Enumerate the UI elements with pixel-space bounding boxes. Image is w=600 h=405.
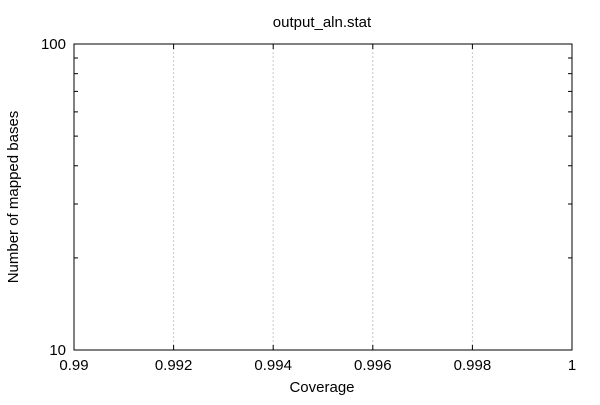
x-tick-label: 0.992 bbox=[155, 357, 193, 374]
chart-title: output_aln.stat bbox=[273, 14, 372, 31]
y-axis-label: Number of mapped bases bbox=[5, 111, 22, 284]
x-tick-label: 0.994 bbox=[254, 357, 292, 374]
grid-layer bbox=[173, 44, 473, 350]
tick-layer: 0.99 0.992 0.994 0.996 0.998 1 10 100 bbox=[41, 36, 576, 374]
y-tick-label: 10 bbox=[49, 342, 66, 359]
x-tick-label: 0.996 bbox=[354, 357, 392, 374]
y-tick-label: 100 bbox=[41, 36, 66, 53]
x-tick-label: 1 bbox=[568, 357, 576, 374]
x-tick-label: 0.99 bbox=[59, 357, 88, 374]
x-axis-label: Coverage bbox=[289, 379, 354, 396]
x-tick-label: 0.998 bbox=[454, 357, 492, 374]
plot-frame bbox=[73, 43, 573, 351]
